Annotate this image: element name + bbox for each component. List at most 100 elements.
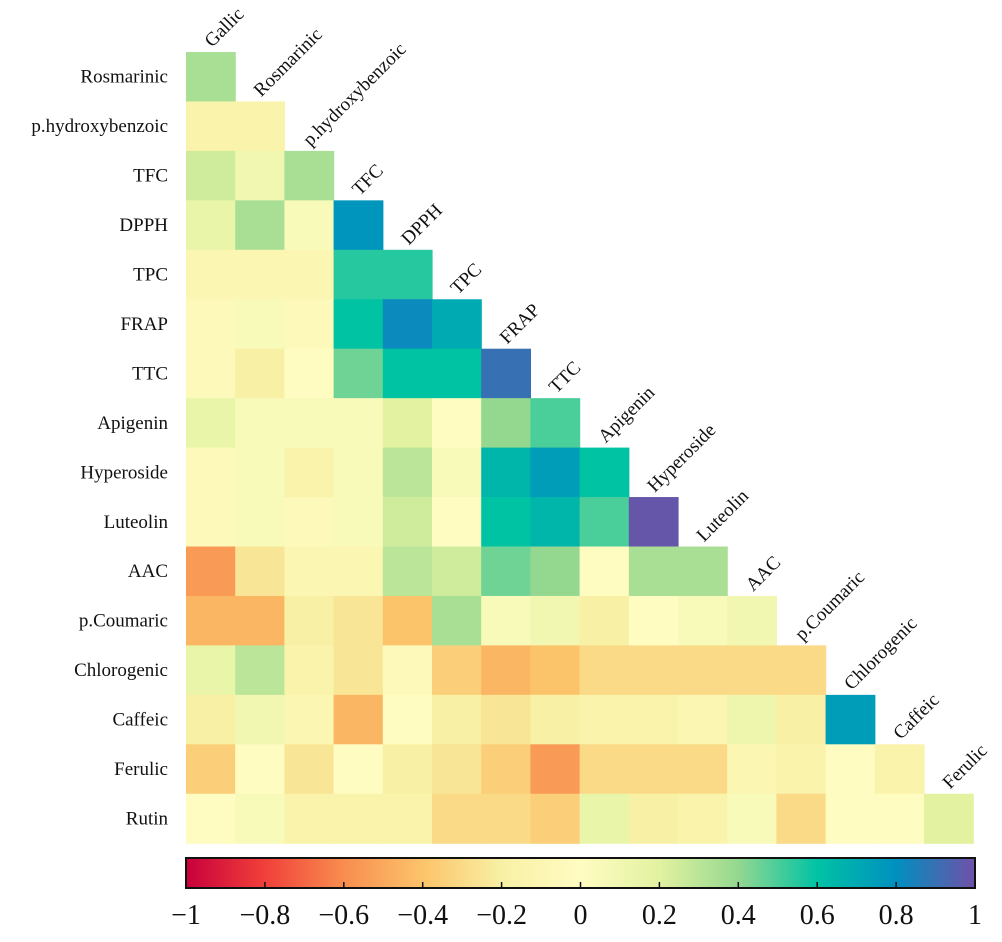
heatmap-cell [481,447,531,498]
row-label: TTC [132,363,168,384]
row-label: TFC [133,166,168,187]
heatmap-cell [284,150,335,201]
heatmap-cell [333,348,384,399]
heatmap-cell [678,744,728,795]
heatmap-cell [333,447,384,498]
heatmap-cell [481,497,531,548]
column-label: p.hydroxybenzoic [299,39,410,150]
heatmap-cell [284,595,335,646]
heatmap-cell [333,249,384,300]
column-label: TTC [545,357,585,397]
heatmap-cell [727,595,777,646]
heatmap-cell [235,249,285,300]
heatmap-cell [235,694,285,745]
heatmap-cell [284,348,335,399]
heatmap-cell [333,744,384,795]
colorbar-tick-label: 0.2 [642,900,677,931]
heatmap-cell [874,744,925,795]
heatmap-cell [235,398,285,449]
colorbar-tick-label: −0.6 [318,900,369,931]
heatmap-cells [186,52,974,844]
heatmap-cell [776,744,827,795]
heatmap-cell [628,497,679,548]
heatmap-cell [382,694,433,745]
heatmap-cell [825,793,876,844]
heatmap-cell [284,546,335,597]
heatmap-cell [235,101,285,152]
heatmap-cell [235,447,285,498]
heatmap-cell [678,595,728,646]
heatmap-cell [235,299,285,350]
heatmap-cell [333,398,384,449]
row-label: TPC [133,265,168,286]
row-label: Luteolin [104,512,169,533]
row-label: Caffeic [112,710,168,731]
heatmap-cell [776,694,827,745]
heatmap-cell [727,744,777,795]
row-label: FRAP [120,314,168,335]
heatmap-cell [530,793,581,844]
heatmap-cell [235,645,285,696]
heatmap-cell [481,595,531,646]
row-label: Chlorogenic [74,660,168,681]
heatmap-cell [776,645,827,696]
heatmap-cell [628,595,679,646]
heatmap-cell [432,398,482,449]
row-label: Ferulic [114,759,168,780]
heatmap-cell [432,595,482,646]
heatmap-cell [432,744,482,795]
heatmap-cell [186,398,236,449]
colorbar-tick-label: −0.8 [240,900,291,931]
column-label: Apigenin [594,382,659,447]
heatmap-cell [579,793,630,844]
column-label: TPC [447,259,486,298]
heatmap-cell [284,645,335,696]
heatmap-cell [186,200,236,251]
heatmap-cell [186,546,236,597]
heatmap-cell [678,694,728,745]
column-label: Luteolin [693,485,754,546]
heatmap-cell [186,645,236,696]
heatmap-cell [924,793,974,844]
colorbar-tick-label: −0.4 [397,900,448,931]
heatmap-cell [825,744,876,795]
heatmap-cell [481,694,531,745]
heatmap-cell [333,793,384,844]
heatmap-cell [186,744,236,795]
heatmap-cell [579,645,630,696]
row-label: p.Coumaric [79,611,168,632]
heatmap-cell [382,645,433,696]
column-label: Ferulic [939,740,992,793]
heatmap-cell [186,249,236,300]
heatmap-cell [530,744,581,795]
row-label: AAC [128,561,168,582]
heatmap-cell [186,595,236,646]
heatmap-cell [481,793,531,844]
row-label: Apigenin [97,413,168,434]
heatmap-cell [432,645,482,696]
heatmap-cell [235,150,285,201]
heatmap-cell [382,249,433,300]
heatmap-cell [284,793,335,844]
heatmap-cell [727,793,777,844]
colorbar-tick-label: 0 [574,900,588,931]
heatmap-cell [382,497,433,548]
heatmap-cell [678,793,728,844]
heatmap-cell [382,546,433,597]
heatmap-cell [432,348,482,399]
heatmap-cell [382,793,433,844]
column-label: Hyperoside [643,420,720,497]
heatmap-cell [530,497,581,548]
heatmap-cell [432,546,482,597]
heatmap-cell [333,200,384,251]
heatmap-cell [382,398,433,449]
colorbar-tick-label: 0.4 [721,900,756,931]
heatmap-cell [579,595,630,646]
column-label: Rosmarinic [250,24,327,101]
row-label: p.hydroxybenzoic [31,116,168,137]
column-label: Caffeic [889,690,943,744]
column-label: FRAP [496,300,544,348]
heatmap-cell [235,497,285,548]
heatmap-cell [432,694,482,745]
heatmap-cell [284,447,335,498]
